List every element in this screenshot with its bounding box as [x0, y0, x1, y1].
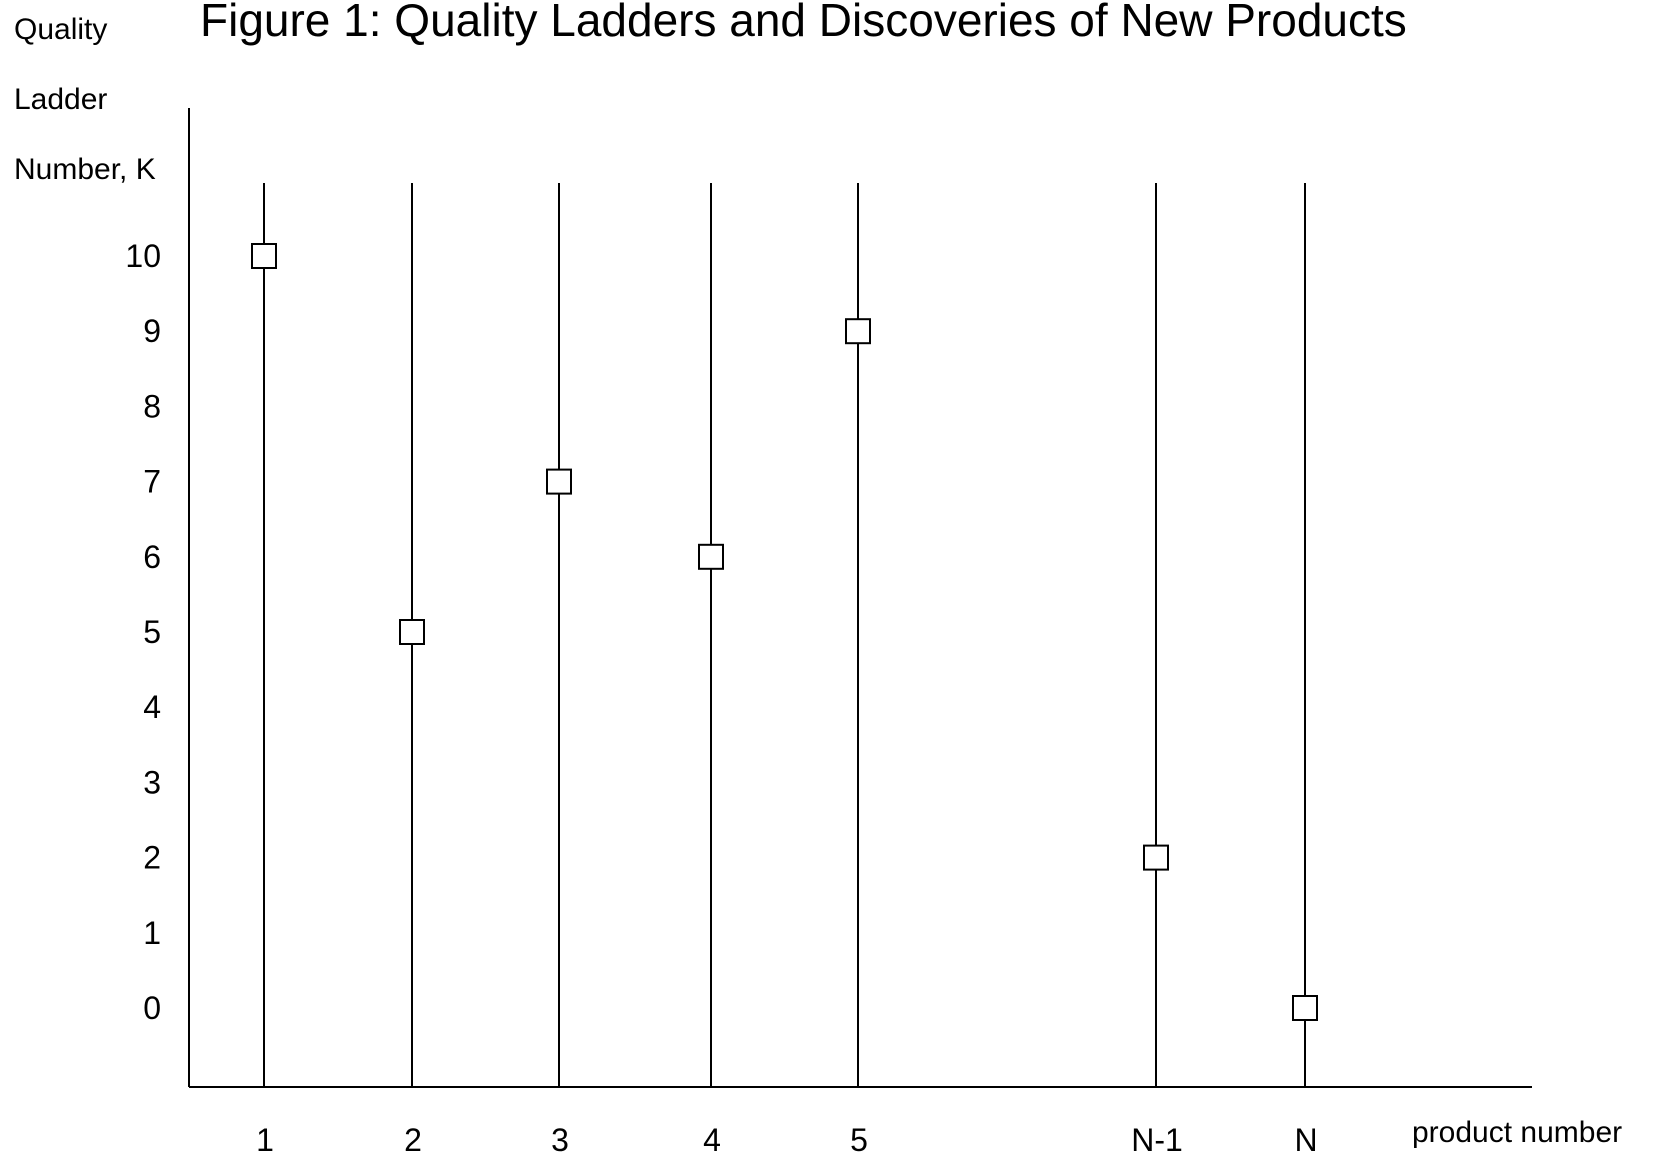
x-tick-label: N: [1294, 1122, 1317, 1154]
y-tick-label: 8: [143, 388, 161, 424]
x-tick-label: 3: [551, 1122, 569, 1154]
chart-title: Figure 1: Quality Ladders and Discoverie…: [200, 0, 1407, 46]
y-tick-label: 9: [143, 313, 161, 349]
x-tick-label: 4: [703, 1122, 721, 1154]
x-tick-label: 5: [850, 1122, 868, 1154]
x-tick-label: N-1: [1131, 1122, 1183, 1154]
y-tick-label: 6: [143, 539, 161, 575]
data-point-1: [252, 244, 276, 268]
y-tick-label: 10: [125, 238, 161, 274]
x-tick-labels: 1 2 3 4 5 N-1 N: [256, 1122, 1317, 1154]
data-point-3: [547, 470, 571, 494]
x-tick-label: 1: [256, 1122, 274, 1154]
y-axis-label-line-3: Number, K: [14, 153, 156, 186]
y-axis-label-line-1: Quality: [14, 13, 107, 46]
y-axis-label-line-2: Ladder: [14, 83, 107, 116]
data-point-N: [1293, 996, 1317, 1020]
x-axis-label: product number: [1412, 1116, 1622, 1149]
data-point-5: [846, 319, 870, 343]
y-tick-label: 7: [143, 464, 161, 500]
y-tick-label: 1: [143, 915, 161, 951]
y-tick-label: 0: [143, 990, 161, 1026]
y-tick-label: 4: [143, 689, 161, 725]
data-point-2: [400, 620, 424, 644]
y-tick-label: 2: [143, 840, 161, 876]
y-tick-label: 5: [143, 614, 161, 650]
y-tick-label: 3: [143, 764, 161, 800]
data-point-4: [699, 545, 723, 569]
x-tick-label: 2: [404, 1122, 422, 1154]
data-point-N-1: [1144, 846, 1168, 870]
